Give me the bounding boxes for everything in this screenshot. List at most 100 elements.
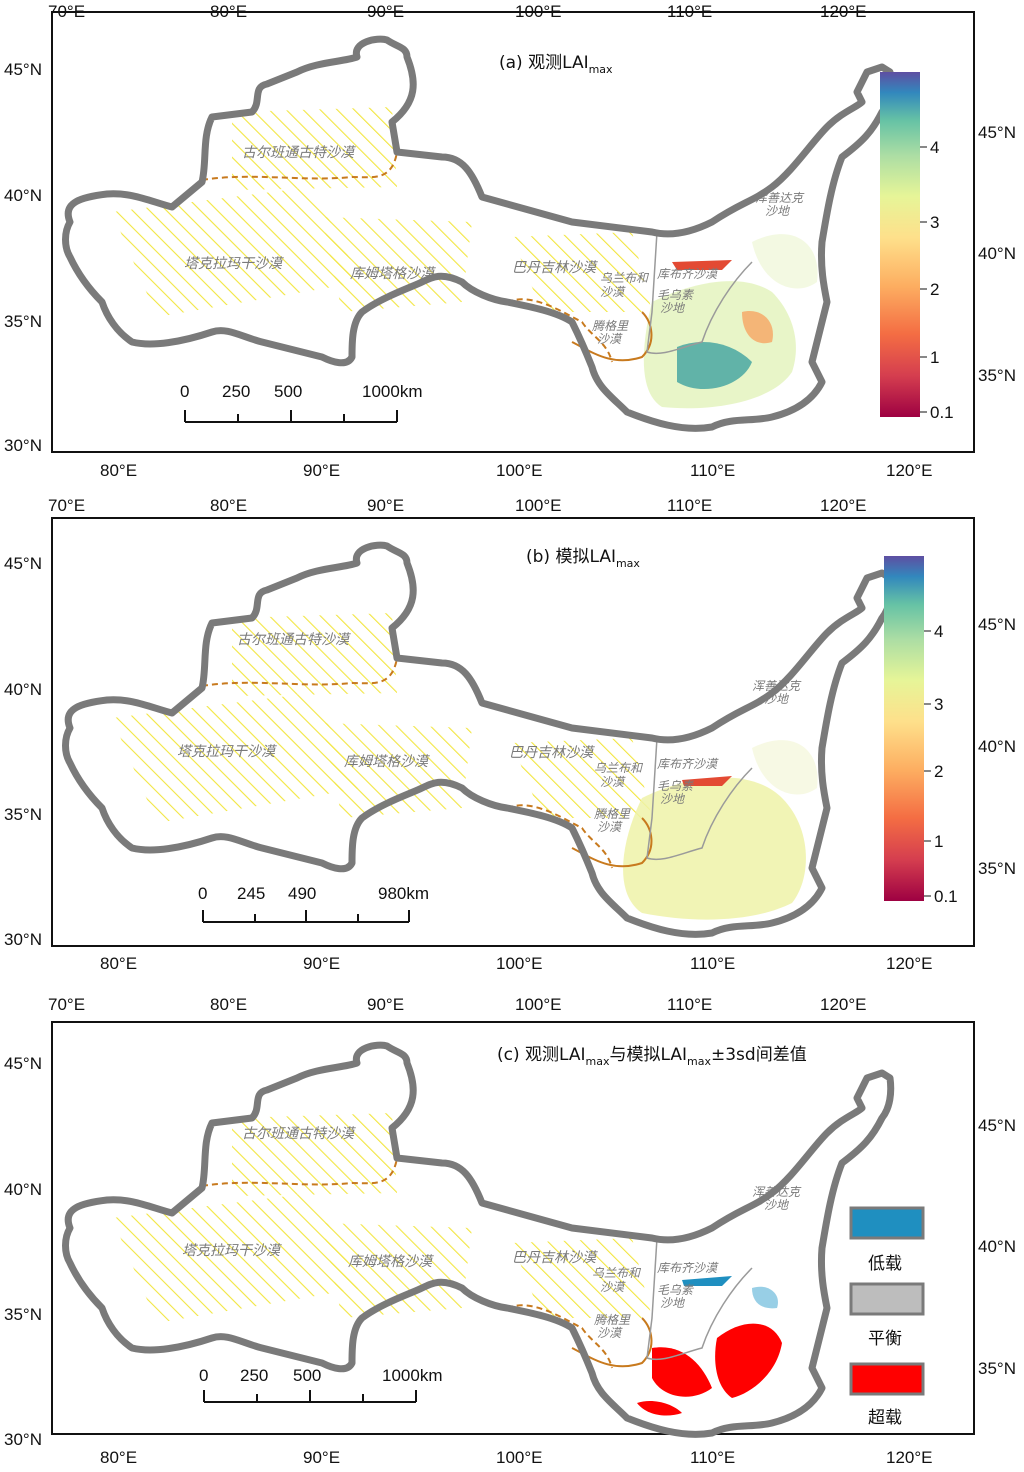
colorbar: 4 3 2 1 0.1 (884, 556, 958, 906)
scale-bar: 0 250 500 1000km (199, 1366, 442, 1403)
svg-text:0.1: 0.1 (934, 887, 958, 906)
svg-text:45°N: 45°N (4, 1054, 42, 1073)
label-ulan-buh: 乌兰布和 (594, 761, 644, 775)
label-hobq: 库布齐沙漠 (657, 757, 719, 771)
svg-text:500: 500 (274, 382, 302, 401)
desert-boundary (201, 151, 398, 181)
label-hobq: 库布齐沙漠 (657, 1261, 719, 1275)
svg-text:110°E: 110°E (667, 2, 712, 21)
desert-boundary (201, 657, 398, 687)
label-ulan-buh-2: 沙漠 (600, 285, 626, 299)
svg-text:1: 1 (930, 348, 939, 367)
legend-label-overstock: 超载 (868, 1408, 902, 1428)
svg-text:45°N: 45°N (978, 123, 1016, 142)
province-boundary (646, 737, 753, 860)
svg-text:80°E: 80°E (100, 1448, 137, 1467)
svg-text:110°E: 110°E (667, 995, 712, 1014)
label-mu-us-2: 沙地 (660, 1296, 686, 1310)
taklamakan-hatch (112, 187, 362, 317)
panel-title: (c) 观测LAImax与模拟LAImax±3sd间差值 (497, 1045, 807, 1068)
svg-text:90°E: 90°E (303, 954, 340, 973)
panel-c: 古尔班通古特沙漠 塔克拉玛干沙漠 库姆塔格沙漠 巴丹吉林沙漠 乌兰布和 沙漠 库… (4, 995, 1016, 1467)
gurbantunggut-hatch (232, 107, 397, 190)
label-gurbantunggut: 古尔班通古特沙漠 (242, 1126, 356, 1142)
svg-text:0: 0 (180, 382, 189, 401)
svg-text:80°E: 80°E (100, 461, 137, 480)
legend-swatch-overstock (849, 1362, 925, 1396)
svg-text:980km: 980km (378, 884, 429, 903)
svg-text:35°N: 35°N (4, 312, 42, 331)
svg-text:2: 2 (934, 762, 943, 781)
svg-text:1000km: 1000km (362, 382, 422, 401)
svg-text:100°E: 100°E (515, 2, 562, 21)
vegetation-patch (682, 776, 732, 786)
svg-text:250: 250 (240, 1366, 268, 1385)
svg-text:100°E: 100°E (496, 461, 543, 480)
svg-text:80°E: 80°E (100, 954, 137, 973)
taklamakan-hatch (112, 693, 362, 823)
label-mu-us: 毛乌素 (657, 288, 695, 302)
svg-text:45°N: 45°N (4, 554, 42, 573)
svg-text:35°N: 35°N (4, 1305, 42, 1324)
badain-jaran-hatch (512, 1238, 652, 1318)
label-tengger: 腾格里 (594, 1313, 631, 1327)
axis-labels: 45°N 40°N 35°N 30°N 70°E 80°E 90°E 100°E… (4, 2, 1016, 480)
panel-b: 古尔班通古特沙漠 塔克拉玛干沙漠 库姆塔格沙漠 巴丹吉林沙漠 乌兰布和 沙漠 库… (4, 496, 1016, 973)
svg-text:0.1: 0.1 (930, 403, 954, 422)
province-boundary (646, 231, 753, 354)
legend-swatch-balance (849, 1282, 925, 1316)
svg-text:110°E: 110°E (690, 954, 735, 973)
label-hunshandake-2: 沙地 (764, 1198, 790, 1212)
svg-text:45°N: 45°N (978, 615, 1016, 634)
label-gurbantunggut: 古尔班通古特沙漠 (242, 145, 356, 161)
vegetation-patch (752, 234, 818, 289)
svg-text:90°E: 90°E (303, 461, 340, 480)
svg-text:4: 4 (930, 138, 939, 157)
svg-text:100°E: 100°E (496, 954, 543, 973)
svg-text:90°E: 90°E (303, 1448, 340, 1467)
svg-text:110°E: 110°E (690, 1448, 735, 1467)
understock-patch (752, 1286, 778, 1309)
vegetation-patch (742, 311, 773, 344)
svg-text:30°N: 30°N (4, 436, 42, 455)
svg-text:120°E: 120°E (886, 461, 933, 480)
svg-text:490: 490 (288, 884, 316, 903)
taklamakan-hatch (112, 1193, 362, 1323)
label-hunshandake-2: 沙地 (764, 692, 790, 706)
label-mu-us: 毛乌素 (657, 1283, 695, 1297)
label-badain-jaran: 巴丹吉林沙漠 (512, 1250, 598, 1266)
kumtag-hatch (322, 723, 472, 818)
svg-text:120°E: 120°E (820, 995, 867, 1014)
legend: 低载 平衡 超载 (849, 1206, 925, 1428)
panel-title: (b) 模拟LAImax (526, 547, 640, 570)
svg-text:100°E: 100°E (515, 496, 562, 515)
axis-labels: 45°N 40°N 35°N 30°N 70°E 80°E 90°E 100°E… (4, 496, 1016, 973)
svg-text:40°N: 40°N (4, 186, 42, 205)
label-tengger-2: 沙漠 (597, 332, 623, 346)
svg-text:40°N: 40°N (978, 737, 1016, 756)
understock-patch (682, 1276, 732, 1286)
scale-bar: 0 245 490 980km (198, 884, 429, 923)
svg-text:80°E: 80°E (210, 995, 247, 1014)
svg-text:120°E: 120°E (886, 954, 933, 973)
label-tengger: 腾格里 (594, 807, 631, 821)
label-hunshandake: 浑善达克 (752, 1185, 802, 1199)
svg-text:40°N: 40°N (4, 680, 42, 699)
label-mu-us: 毛乌素 (657, 779, 695, 793)
svg-text:70°E: 70°E (48, 496, 85, 515)
svg-text:90°E: 90°E (367, 2, 404, 21)
label-mu-us-2: 沙地 (660, 301, 686, 315)
svg-text:2: 2 (930, 280, 939, 299)
svg-text:70°E: 70°E (48, 995, 85, 1014)
svg-text:40°N: 40°N (4, 1180, 42, 1199)
label-hunshandake-2: 沙地 (765, 204, 791, 218)
svg-text:100°E: 100°E (496, 1448, 543, 1467)
label-taklamakan: 塔克拉玛干沙漠 (182, 1243, 282, 1259)
label-kumtag: 库姆塔格沙漠 (344, 754, 430, 770)
scale-bar: 0 250 500 1000km (180, 382, 422, 423)
svg-text:1: 1 (934, 832, 943, 851)
label-hobq: 库布齐沙漠 (657, 267, 719, 281)
svg-text:4: 4 (934, 622, 943, 641)
svg-text:35°N: 35°N (978, 366, 1016, 385)
colorbar: 4 3 2 1 0.1 (880, 72, 954, 422)
